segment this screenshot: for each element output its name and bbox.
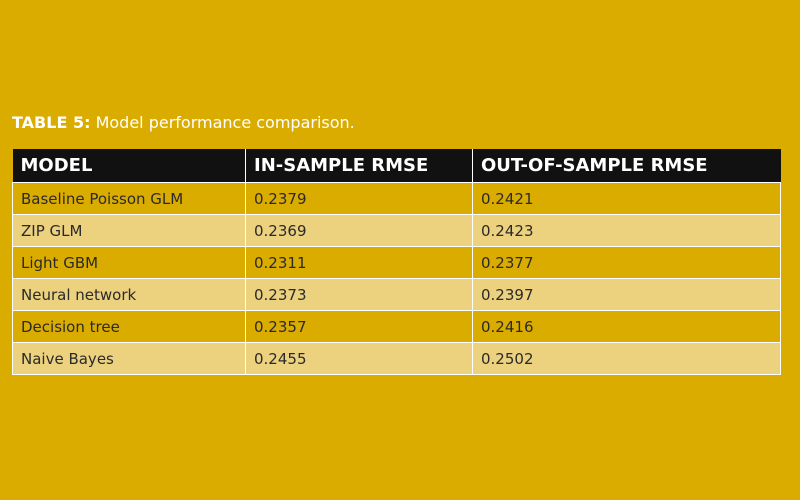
header-out-of-sample-rmse: OUT-OF-SAMPLE RMSE [472,149,781,183]
in-sample-rmse-cell: 0.2357 [245,310,473,343]
model-cell: ZIP GLM [12,214,246,247]
in-sample-rmse-cell: 0.2373 [245,278,473,311]
out-of-sample-rmse-cell: 0.2397 [472,278,781,311]
table-row: ZIP GLM 0.2369 0.2423 [12,214,781,247]
model-cell: Light GBM [12,246,246,279]
header-row: MODEL IN-SAMPLE RMSE OUT-OF-SAMPLE RMSE [12,149,781,183]
model-cell: Neural network [12,278,246,311]
table-row: Neural network 0.2373 0.2397 [12,278,781,311]
caption-text: Model performance comparison. [90,113,355,132]
in-sample-rmse-cell: 0.2311 [245,246,473,279]
table-row: Naive Bayes 0.2455 0.2502 [12,342,781,375]
out-of-sample-rmse-cell: 0.2423 [472,214,781,247]
model-cell: Decision tree [12,310,246,343]
out-of-sample-rmse-cell: 0.2502 [472,342,781,375]
table-row: Baseline Poisson GLM 0.2379 0.2421 [12,182,781,215]
in-sample-rmse-cell: 0.2379 [245,182,473,215]
out-of-sample-rmse-cell: 0.2416 [472,310,781,343]
out-of-sample-rmse-cell: 0.2421 [472,182,781,215]
table-caption: TABLE 5: Model performance comparison. [12,113,355,133]
table-row: Light GBM 0.2311 0.2377 [12,246,781,279]
in-sample-rmse-cell: 0.2455 [245,342,473,375]
model-cell: Naive Bayes [12,342,246,375]
in-sample-rmse-cell: 0.2369 [245,214,473,247]
table-row: Decision tree 0.2357 0.2416 [12,310,781,343]
caption-label: TABLE 5: [12,113,91,132]
performance-table: MODEL IN-SAMPLE RMSE OUT-OF-SAMPLE RMSE … [12,149,781,375]
header-in-sample-rmse: IN-SAMPLE RMSE [245,149,473,183]
model-cell: Baseline Poisson GLM [12,182,246,215]
out-of-sample-rmse-cell: 0.2377 [472,246,781,279]
header-model: MODEL [12,149,246,183]
